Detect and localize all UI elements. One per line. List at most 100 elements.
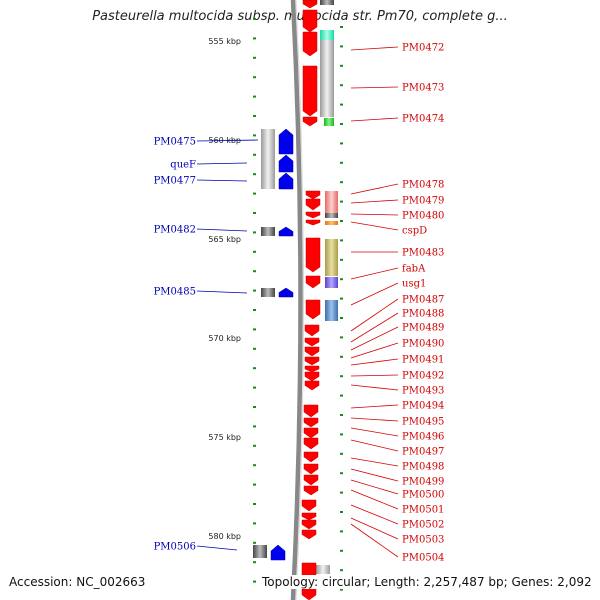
leader-line <box>350 326 399 351</box>
tick-mark <box>340 297 343 300</box>
gene-label-pm0502[interactable]: PM0502 <box>402 520 444 531</box>
gene-label-pm0495[interactable]: PM0495 <box>402 417 444 428</box>
scale-label: 570 kbp <box>208 334 241 343</box>
tick-mark <box>253 483 256 486</box>
reverse-gene-arrow <box>301 519 317 530</box>
scale-label: 555 kbp <box>208 37 241 46</box>
category-bar <box>325 277 338 288</box>
tick-mark <box>340 569 343 572</box>
reverse-gene-arrow <box>305 219 321 226</box>
gene-label-quef[interactable]: queF <box>170 160 196 171</box>
forward-gene-arrow <box>278 226 294 237</box>
gene-label-pm0480[interactable]: PM0480 <box>402 211 444 222</box>
forward-gene-arrow <box>278 154 294 173</box>
leader-line <box>350 221 399 231</box>
tick-mark <box>340 355 343 358</box>
genome-title: Pasteurella multocida subsp. multocida s… <box>92 9 508 24</box>
category-bar <box>316 565 330 574</box>
leader-line <box>196 162 248 165</box>
gene-label-pm0491[interactable]: PM0491 <box>402 355 444 366</box>
gene-label-pm0503[interactable]: PM0503 <box>402 535 444 546</box>
gene-label-pm0490[interactable]: PM0490 <box>402 339 444 350</box>
reverse-gene-arrow <box>302 0 318 9</box>
gene-label-pm0482[interactable]: PM0482 <box>154 225 196 236</box>
tick-mark <box>253 406 256 408</box>
gene-label-pm0489[interactable]: PM0489 <box>402 323 444 334</box>
tick-mark <box>253 56 256 59</box>
leader-line <box>350 517 399 540</box>
tick-mark <box>340 336 343 339</box>
forward-gene-arrow <box>270 544 286 561</box>
gene-label-pm0494[interactable]: PM0494 <box>402 401 444 412</box>
leader-line <box>350 298 399 332</box>
gene-label-pm0479[interactable]: PM0479 <box>402 196 444 207</box>
gene-label-pm0501[interactable]: PM0501 <box>402 505 444 516</box>
leader-line <box>350 417 399 422</box>
leader-line <box>350 267 399 280</box>
reverse-gene-arrow <box>305 299 321 320</box>
gene-label-pm0499[interactable]: PM0499 <box>402 477 444 488</box>
tick-mark <box>340 530 343 533</box>
tick-mark <box>253 580 256 583</box>
reverse-gene-arrow <box>305 198 321 211</box>
tick-mark <box>253 95 256 98</box>
gene-label-faba[interactable]: fabA <box>402 264 426 275</box>
category-bar <box>325 221 338 225</box>
tick-mark <box>340 181 343 184</box>
leader-line <box>350 46 399 51</box>
gene-label-pm0475[interactable]: PM0475 <box>154 137 196 148</box>
tick-mark <box>253 522 256 525</box>
gene-label-cspd[interactable]: cspD <box>402 226 427 237</box>
tick-mark <box>340 414 343 416</box>
gene-label-pm0506[interactable]: PM0506 <box>154 542 196 553</box>
category-bar <box>325 213 338 218</box>
scale-label: 575 kbp <box>208 433 241 442</box>
reverse-gene-arrow <box>303 427 319 439</box>
tick-mark <box>340 103 343 106</box>
leader-line <box>196 228 248 232</box>
gene-label-pm0492[interactable]: PM0492 <box>402 371 444 382</box>
left-tick-marks <box>253 18 256 583</box>
reverse-gene-arrow <box>305 190 321 200</box>
reverse-gene-arrow <box>304 324 320 337</box>
gene-label-pm0488[interactable]: PM0488 <box>402 309 444 320</box>
tick-mark <box>340 64 343 67</box>
reverse-gene-arrow <box>301 512 317 521</box>
tick-mark <box>253 192 256 195</box>
tick-mark <box>253 37 256 40</box>
leader-line <box>350 504 399 525</box>
reverse-gene-arrow <box>303 404 319 418</box>
gene-label-usg1[interactable]: usg1 <box>402 279 426 290</box>
gene-label-pm0477[interactable]: PM0477 <box>154 176 196 187</box>
gene-label-pm0500[interactable]: PM0500 <box>402 490 444 501</box>
gene-label-pm0473[interactable]: PM0473 <box>402 83 444 94</box>
topology-label: Topology: circular; Length: 2,257,487 bp… <box>262 575 592 589</box>
gene-label-pm0483[interactable]: PM0483 <box>402 248 444 259</box>
reverse-gene-arrow <box>302 65 318 117</box>
leader-line <box>350 479 399 495</box>
tick-mark <box>253 561 256 564</box>
tick-mark <box>340 84 343 87</box>
right-tick-marks <box>340 26 343 591</box>
tick-mark <box>253 115 256 117</box>
gene-label-pm0487[interactable]: PM0487 <box>402 295 444 306</box>
gene-label-pm0472[interactable]: PM0472 <box>402 43 444 54</box>
gene-label-pm0485[interactable]: PM0485 <box>154 287 196 298</box>
gene-label-pm0474[interactable]: PM0474 <box>402 114 444 125</box>
tick-mark <box>340 472 343 475</box>
gene-label-pm0496[interactable]: PM0496 <box>402 432 444 443</box>
gene-label-pm0478[interactable]: PM0478 <box>402 180 444 191</box>
gene-label-pm0504[interactable]: PM0504 <box>402 553 444 564</box>
gene-label-pm0497[interactable]: PM0497 <box>402 447 444 458</box>
category-bar <box>325 191 338 213</box>
reverse-gene-arrow <box>301 499 317 512</box>
reverse-gene-arrow <box>302 31 318 57</box>
tick-mark <box>340 220 343 222</box>
leader-line <box>350 183 399 195</box>
leader-line <box>350 342 399 359</box>
tick-mark <box>253 153 256 156</box>
gene-label-pm0498[interactable]: PM0498 <box>402 462 444 473</box>
gene-label-pm0493[interactable]: PM0493 <box>402 386 444 397</box>
leader-line <box>196 545 238 551</box>
